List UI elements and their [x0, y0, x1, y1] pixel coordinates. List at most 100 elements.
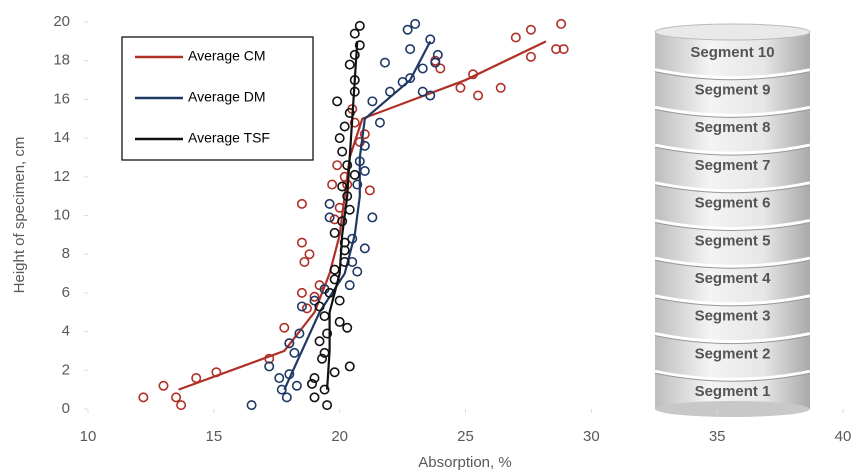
data-point: [324, 198, 335, 209]
segment-divider: [654, 294, 811, 306]
data-point: [309, 373, 320, 384]
segment-label: Segment 3: [695, 308, 771, 325]
segment-divider: [654, 108, 811, 118]
data-point: [410, 18, 421, 29]
cylinder-body: [655, 32, 810, 409]
data-point: [374, 117, 385, 128]
data-point: [334, 295, 345, 306]
segment-divider: [654, 181, 811, 193]
segment-divider: [654, 68, 811, 80]
data-point: [425, 90, 436, 101]
x-tick-label: 20: [331, 428, 348, 445]
data-point: [352, 179, 363, 190]
x-axis-title: Absorption, %: [418, 454, 511, 471]
legend-label: Average CM: [188, 48, 266, 64]
data-point: [349, 169, 360, 180]
legend: Average CM Average DM Average TSF: [121, 36, 314, 161]
data-point: [337, 216, 348, 227]
data-point: [339, 121, 350, 132]
segment-label: Segment 8: [695, 119, 771, 136]
data-point: [367, 96, 378, 107]
segment-label: Segment 7: [695, 157, 771, 174]
data-point: [359, 243, 370, 254]
data-point: [314, 301, 325, 312]
y-tick-label: 16: [53, 90, 70, 107]
data-point: [344, 280, 355, 291]
segment-divider: [654, 335, 811, 345]
data-point: [306, 378, 317, 389]
data-point: [344, 361, 355, 372]
segment-label: Segment 9: [695, 82, 771, 99]
data-point: [309, 295, 320, 306]
segment-label: Segment 6: [695, 195, 771, 212]
data-point: [352, 266, 363, 277]
cylinder-bottom: [655, 401, 810, 417]
x-tick-label: 25: [457, 428, 474, 445]
data-point: [405, 73, 416, 84]
legend-label: Average TSF: [188, 130, 270, 146]
data-point: [319, 311, 330, 322]
data-point: [274, 373, 285, 384]
data-point: [314, 336, 325, 347]
data-point: [455, 82, 466, 93]
data-point: [435, 63, 446, 74]
segment-divider: [654, 259, 811, 269]
y-tick-label: 12: [53, 168, 70, 185]
data-point: [289, 347, 300, 358]
data-point: [359, 129, 370, 140]
segment-divider: [654, 184, 811, 194]
segment-label: Segment 5: [695, 232, 771, 249]
data-point: [176, 400, 187, 411]
data-point: [317, 353, 328, 364]
x-tick-label: 10: [80, 428, 97, 445]
segment-divider: [654, 372, 811, 382]
x-tick-label: 40: [835, 428, 852, 445]
specimen-diagram: Segment 1 Segment 2 Segment 3 Segment 4 Segm…: [654, 23, 811, 417]
data-point: [379, 57, 390, 68]
segment-divider: [654, 332, 811, 344]
data-point: [264, 361, 275, 372]
data-point: [281, 392, 292, 403]
y-tick-label: 0: [62, 400, 70, 417]
y-tick-label: 14: [53, 129, 70, 146]
segment-divider: [654, 146, 811, 156]
x-tick-label: 30: [583, 428, 600, 445]
segment-divider: [654, 369, 811, 381]
plot-area: 10 15 20 25 30 35 40 0 2 4 6 8 10 12 14 16 18 20: [53, 13, 851, 445]
data-point: [354, 20, 365, 31]
segment-label: Segment 4: [695, 270, 772, 287]
data-point: [327, 179, 338, 190]
segment-divider: [654, 105, 811, 117]
data-point: [342, 322, 353, 333]
y-tick-label: 4: [62, 323, 70, 340]
data-point: [276, 384, 287, 395]
x-tick-label: 15: [205, 428, 222, 445]
data-point: [301, 303, 312, 314]
data-point: [309, 392, 320, 403]
y-tick-label: 6: [62, 284, 70, 301]
data-point: [296, 237, 307, 248]
data-point: [339, 237, 350, 248]
segment-divider: [654, 143, 811, 155]
y-tick-label: 20: [53, 13, 70, 30]
data-point: [158, 380, 169, 391]
data-point: [304, 249, 315, 260]
average-line: [283, 40, 432, 391]
data-point: [324, 212, 335, 223]
data-point: [294, 328, 305, 339]
legend-label: Average DM: [188, 89, 266, 105]
data-point: [342, 160, 353, 171]
y-tick-label: 8: [62, 245, 70, 262]
segment-divider: [654, 222, 811, 231]
data-point: [417, 63, 428, 74]
data-point: [359, 165, 370, 176]
data-point: [299, 256, 310, 267]
data-point: [432, 49, 443, 60]
segment-label: Segment 10: [690, 44, 774, 61]
y-tick-label: 18: [53, 52, 70, 69]
data-point: [337, 181, 348, 192]
data-point: [138, 392, 149, 403]
data-point: [319, 384, 330, 395]
data-point: [246, 400, 257, 411]
data-point: [364, 185, 375, 196]
